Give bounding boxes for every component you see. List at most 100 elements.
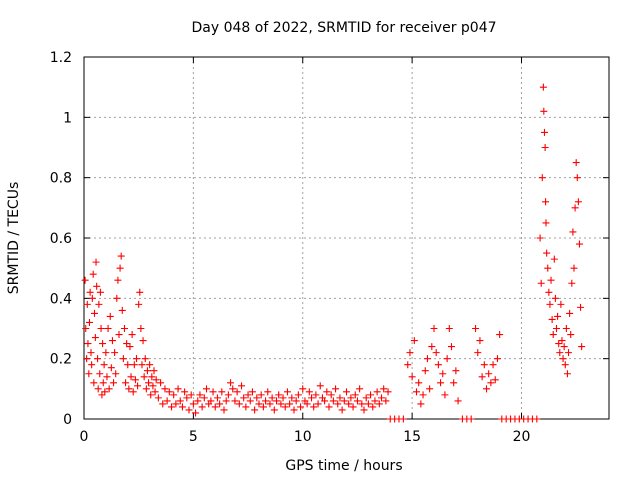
data-point (99, 340, 107, 348)
data-point (384, 388, 392, 396)
data-point (130, 361, 138, 369)
data-point (544, 264, 552, 272)
data-point (312, 391, 320, 399)
data-point (323, 388, 331, 396)
data-point (476, 337, 484, 345)
data-point (224, 391, 232, 399)
data-point (332, 385, 340, 393)
data-point (168, 403, 175, 411)
data-point (85, 318, 93, 326)
y-tick-label: 0 (63, 412, 72, 428)
y-tick-label: 0.4 (50, 291, 72, 307)
data-point (203, 385, 210, 393)
data-point (84, 340, 92, 348)
data-point (81, 276, 89, 284)
data-point (174, 385, 182, 393)
data-point (297, 403, 305, 411)
data-point (294, 391, 302, 399)
data-point (578, 343, 586, 351)
data-point (251, 406, 259, 414)
data-point (103, 373, 111, 381)
data-point (273, 397, 280, 405)
data-point (547, 276, 555, 284)
data-point (102, 349, 110, 357)
data-point (248, 388, 256, 396)
data-point (113, 294, 121, 302)
data-point (148, 373, 156, 381)
data-point (548, 315, 556, 323)
data-point (128, 331, 136, 339)
data-point (539, 83, 547, 91)
data-point (178, 403, 186, 411)
data-point (541, 144, 549, 151)
data-point (161, 385, 169, 393)
data-point (408, 373, 416, 381)
x-tick-label: 0 (80, 429, 89, 445)
data-point (196, 391, 204, 399)
data-point (192, 409, 200, 417)
data-point (114, 276, 122, 284)
data-point (134, 382, 142, 390)
data-point (172, 400, 180, 408)
data-point (542, 219, 550, 227)
data-point (347, 394, 355, 402)
data-point (259, 403, 267, 411)
x-tick-label: 20 (513, 429, 531, 445)
data-point (545, 288, 553, 296)
data-point (152, 376, 160, 384)
data-point (120, 325, 128, 332)
data-point (572, 159, 580, 167)
data-point (432, 349, 440, 357)
data-point (99, 379, 107, 387)
data-point (133, 355, 140, 363)
data-point (441, 391, 449, 399)
data-point (244, 391, 252, 399)
data-point (434, 361, 442, 369)
y-tick-labels: 0 0.2 0.4 0.6 0.8 1 1.2 (50, 50, 72, 428)
data-point (181, 388, 189, 396)
data-point (439, 370, 447, 378)
data-point (316, 382, 324, 390)
data-point (183, 394, 191, 402)
data-point (176, 397, 184, 405)
data-point (410, 337, 418, 345)
data-point (445, 325, 453, 332)
x-tick-label: 5 (189, 429, 198, 445)
data-point (107, 364, 115, 372)
data-point (275, 391, 283, 399)
data-point (211, 403, 219, 411)
data-point (437, 379, 445, 387)
data-point (546, 300, 554, 308)
data-point (550, 255, 558, 263)
data-point (255, 400, 263, 408)
data-point (200, 394, 208, 402)
data-point (419, 391, 427, 399)
data-point (111, 349, 119, 357)
data-point (404, 361, 412, 369)
data-point (279, 394, 287, 402)
data-point (264, 388, 272, 396)
data-point (97, 325, 105, 332)
data-point (82, 325, 90, 332)
data-point (122, 379, 130, 387)
data-point (336, 394, 344, 402)
data-point (138, 361, 146, 369)
data-point (421, 367, 429, 375)
data-point (560, 343, 568, 351)
data-point (567, 331, 575, 339)
data-point (123, 340, 131, 348)
data-point (124, 361, 132, 369)
data-point (141, 355, 149, 363)
data-point (227, 379, 235, 387)
data-point (566, 309, 574, 317)
data-point (229, 385, 237, 393)
data-point (303, 400, 311, 408)
data-point (362, 394, 370, 402)
data-point (154, 394, 162, 402)
data-point (413, 388, 420, 396)
data-point (292, 397, 300, 405)
data-point (89, 270, 97, 278)
data-point (149, 382, 157, 390)
data-point (569, 228, 577, 236)
data-point (104, 325, 112, 332)
